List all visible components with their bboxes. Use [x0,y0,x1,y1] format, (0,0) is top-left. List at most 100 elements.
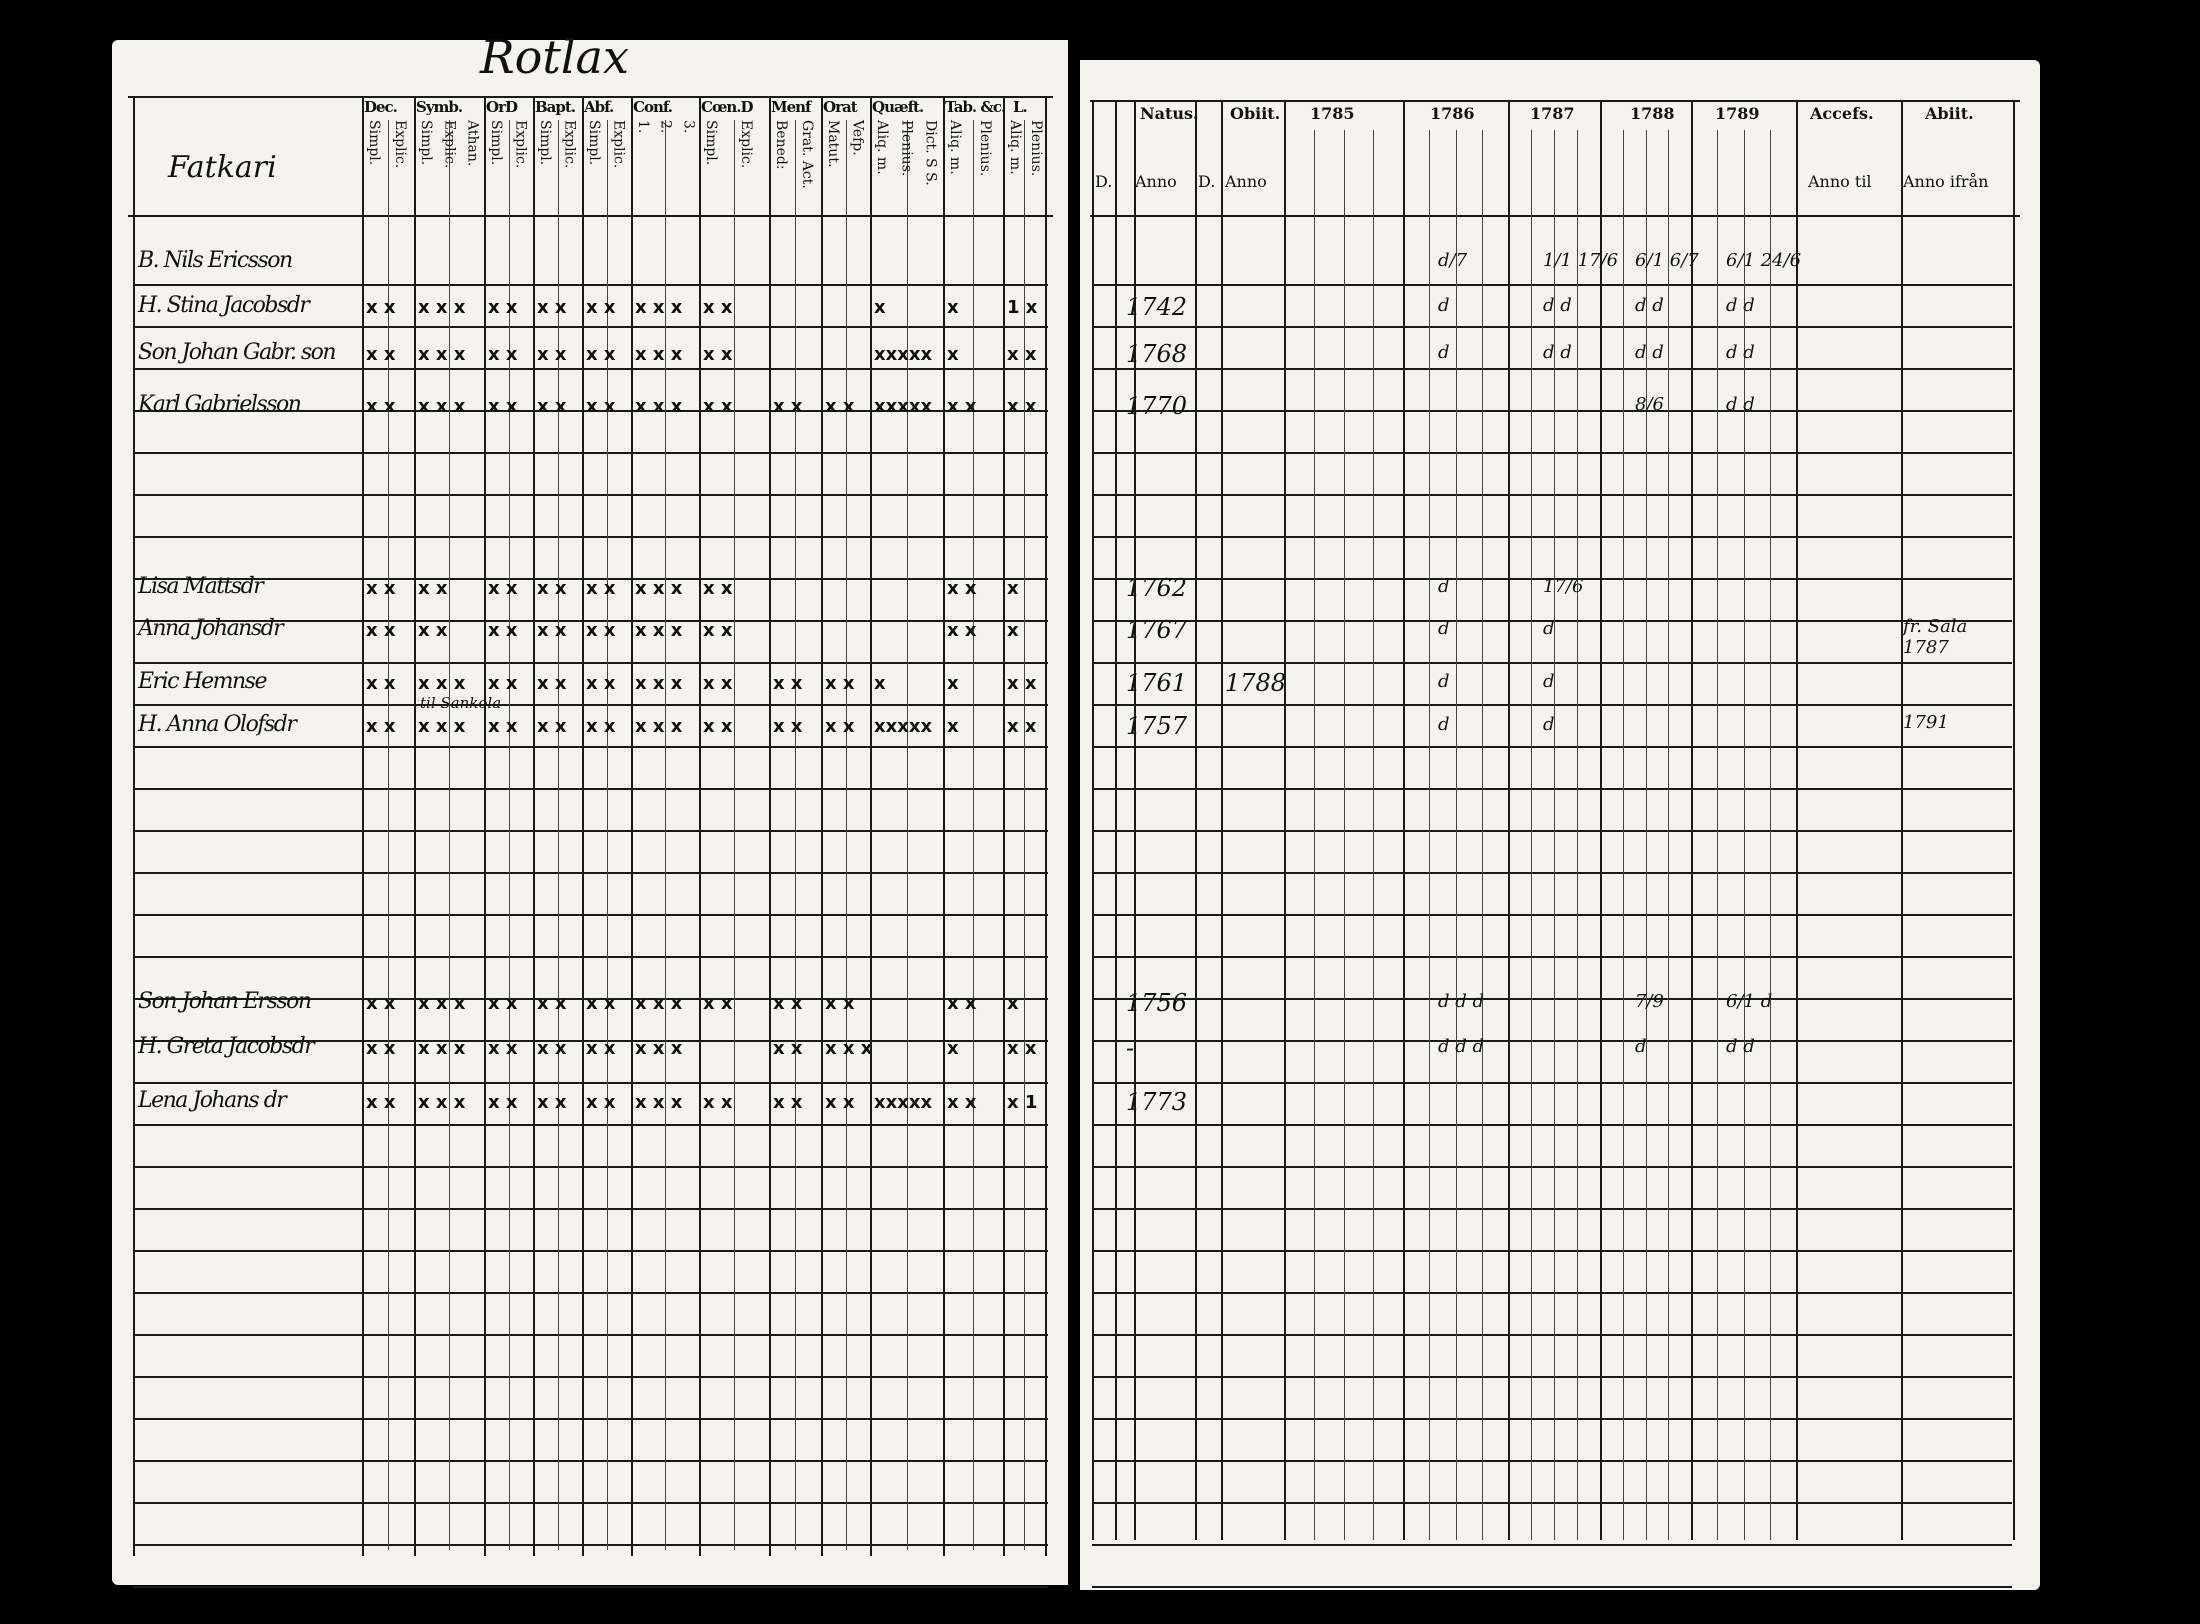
right-column-rule [1134,100,1136,1540]
right-subcolumn-rule [1531,130,1532,1540]
catechism-mark: x x x [825,1038,873,1059]
left-row-rule [133,1166,1048,1168]
right-subcolumn-rule [1343,130,1345,1540]
right-column-rule [1115,100,1117,1540]
right-row-rule [1092,494,2012,496]
yearly-exam-mark: d d [1726,1036,1755,1057]
catechism-mark: x x x [418,1038,466,1059]
left-row-rule [133,746,1048,748]
person-name: Eric Hemnse [138,669,267,694]
yearly-exam-mark: 6/1 6/7 [1635,250,1699,271]
column-header: Bapt. [535,98,576,116]
right-subcolumn-rule [1622,130,1624,1540]
left-subcolumn-rule [845,120,847,1550]
left-column-rule [582,96,584,1556]
right-row-rule [1092,368,2012,370]
column-subheader: Dict. S S. [922,120,939,186]
catechism-mark: x x [488,578,518,599]
column-subheader: Athan. [464,120,481,167]
right-column-rule [1221,100,1223,1540]
left-row-rule [133,662,1048,664]
catechism-mark: x x [947,396,977,417]
abiit-note: fr. Sala 1787 [1903,616,1968,658]
catechism-mark: x x [366,620,396,641]
left-subcolumn-rule [508,120,510,1550]
catechism-mark: x x [537,396,567,417]
column-subheader: Aliq. m. [947,120,963,175]
catechism-mark: x x [825,673,855,694]
catechism-mark: x x [537,297,567,318]
left-subcolumn-rule [665,120,666,1550]
left-row-rule [133,1250,1048,1252]
left-subcolumn-rule [606,120,608,1550]
catechism-mark: x x [1007,716,1037,737]
catechism-mark: x x [947,620,977,641]
left-subcolumn-rule [1024,120,1025,1550]
catechism-mark: x x x [418,396,466,417]
yearly-exam-mark: d [1438,576,1450,597]
right-column-header: 1785 [1310,104,1355,123]
left-row-rule [133,1376,1048,1378]
catechism-mark: x x [947,578,977,599]
birth-year: 1761 [1126,669,1188,697]
yearly-exam-mark: d [1543,671,1555,692]
catechism-mark: x x x [635,297,683,318]
left-row-rule [133,872,1048,874]
right-subcolumn-rule [1313,130,1315,1540]
catechism-mark: x 1 [1007,1092,1038,1113]
column-header: Cœn.D [701,98,753,116]
catechism-mark: x x [586,1092,616,1113]
catechism-mark: x x x [635,673,683,694]
catechism-mark: x x [488,1038,518,1059]
column-subheader: 1. [635,120,651,134]
right-row-rule [1092,830,2012,832]
column-subheader: 2. [657,120,674,134]
column-subheader: Simpl. [488,120,504,166]
catechism-mark: x x [366,1038,396,1059]
birth-year: 1762 [1126,574,1188,602]
catechism-mark: x x [773,1092,803,1113]
yearly-exam-mark: d d [1543,295,1572,316]
left-column-rule [362,96,364,1556]
left-row-rule [133,494,1048,496]
right-row-rule [1092,620,2012,622]
left-row-rule [133,998,1048,1000]
left-row-rule [133,326,1048,328]
left-row-rule [133,1082,1048,1084]
left-row-rule [133,830,1048,832]
right-subheader-accessit: Anno til [1808,172,1872,191]
left-row-rule [133,956,1048,958]
catechism-mark: x x [537,716,567,737]
left-row-rule [133,1460,1048,1462]
person-name: Lisa Mattsdr [138,574,264,599]
left-column-rule [133,96,135,1556]
column-header: Menf [771,98,812,116]
column-header: Abf. [584,98,614,116]
column-subheader: Aliq. m. [1007,120,1023,175]
right-column-header: 1789 [1715,104,1760,123]
left-row-rule [133,1544,1048,1546]
person-name: Anna Johansdr [138,616,284,641]
column-header: Tab. &c. [945,98,1006,116]
catechism-mark: x x [537,578,567,599]
right-column-rule [1092,100,1094,1540]
catechism-mark: x x [586,344,616,365]
column-header: OrD [486,98,518,116]
catechism-mark: x x [366,297,396,318]
left-row-rule [133,1292,1048,1294]
birth-year: 1773 [1126,1088,1188,1116]
right-column-rule [1284,100,1286,1540]
catechism-mark: x x [537,673,567,694]
column-subheader: Matut. [825,120,841,168]
right-column-rule [1195,100,1197,1540]
left-subcolumn-rule [557,120,559,1550]
left-row-rule [133,1124,1048,1126]
left-subcolumn-rule [734,120,735,1550]
column-header: Dec. [364,98,398,116]
left-row-rule [133,1208,1048,1210]
catechism-mark: xxxxx [874,1092,933,1113]
right-subcolumn-rule [1429,130,1431,1540]
catechism-mark: x x [703,673,733,694]
catechism-mark: x x [586,620,616,641]
right-row-rule [1092,1460,2012,1462]
